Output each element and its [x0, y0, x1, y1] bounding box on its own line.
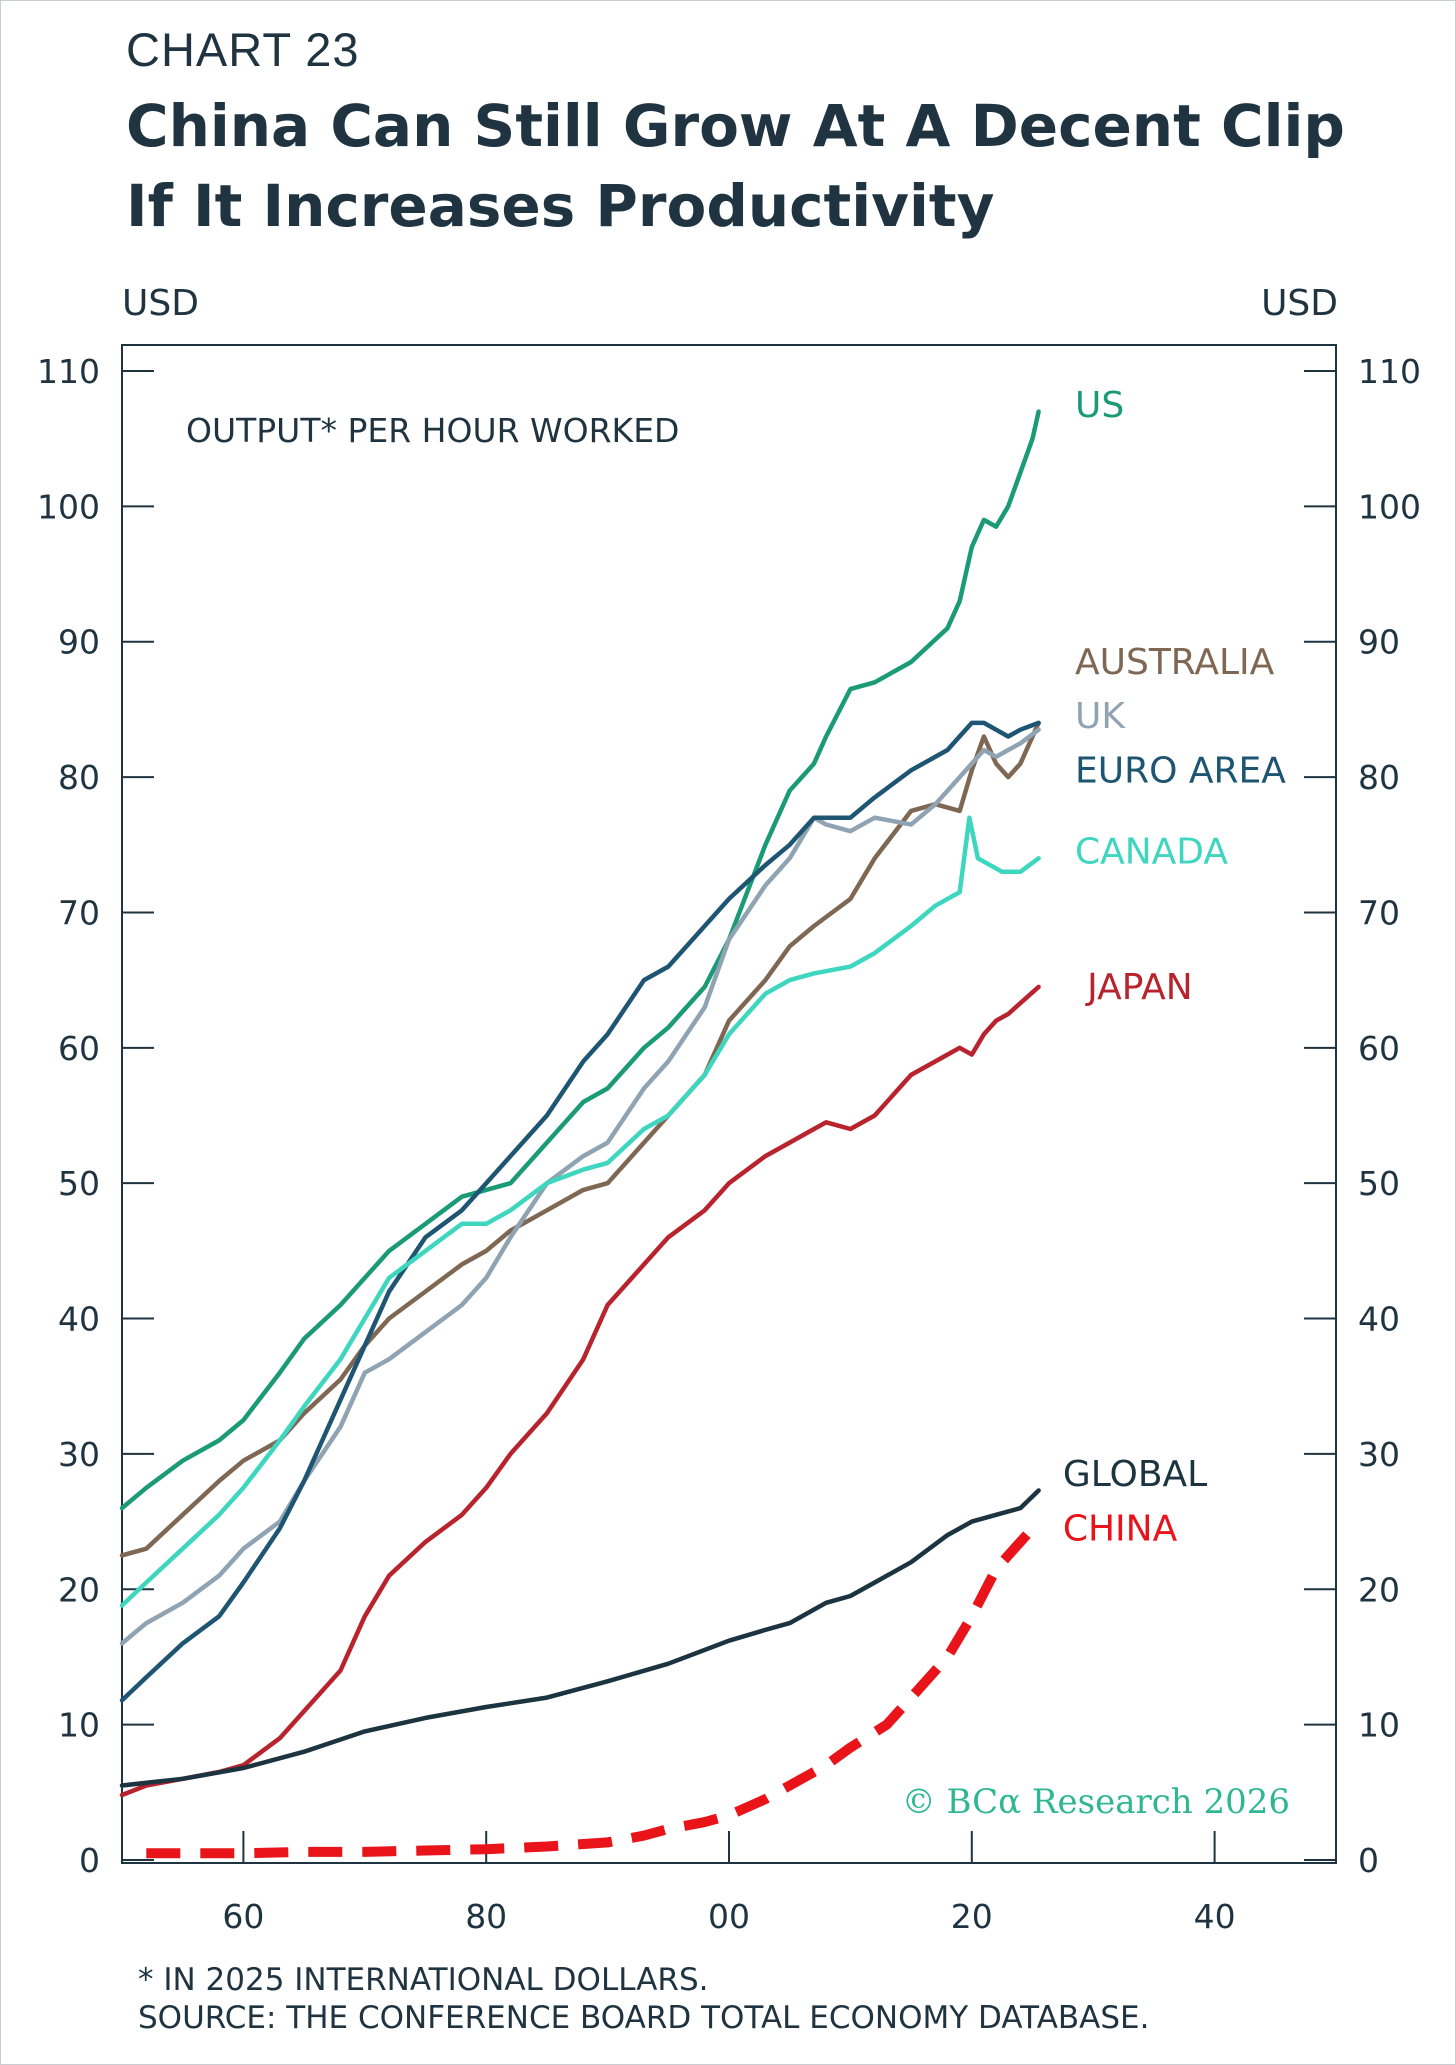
series-line-us [119, 409, 1041, 1511]
series-line-euro-area [119, 720, 1041, 1703]
y-tick-label-right: 0 [1358, 1841, 1379, 1880]
series-line-japan [119, 984, 1041, 1798]
series-label-us: US [1075, 385, 1124, 426]
series-line-australia [119, 720, 1041, 1558]
y-tick-label-right: 10 [1358, 1706, 1400, 1745]
y-tick-label-right: 90 [1358, 623, 1400, 662]
x-tick-label: 20 [951, 1897, 993, 1936]
left-axis-unit: USD [122, 283, 199, 324]
series-label-australia: AUSTRALIA [1075, 642, 1275, 683]
y-tick-label-left: 90 [58, 623, 100, 662]
y-tick-label-left: 80 [58, 758, 100, 797]
y-tick-label-right: 20 [1358, 1570, 1400, 1609]
y-tick-label-left: 10 [58, 1706, 100, 1745]
chart-title: China Can Still Grow At A Decent Clip If… [126, 92, 1345, 240]
y-tick-label-right: 60 [1358, 1029, 1400, 1068]
y-tick-label-right: 80 [1358, 758, 1400, 797]
plot-area [121, 344, 1337, 1864]
series-label-canada: CANADA [1075, 832, 1228, 873]
y-tick-label-right: 110 [1358, 352, 1421, 391]
chart-subtitle: OUTPUT* PER HOUR WORKED [186, 411, 679, 450]
series-label-japan: JAPAN [1085, 967, 1193, 1008]
y-tick-label-right: 30 [1358, 1435, 1400, 1474]
y-tick-label-left: 70 [58, 893, 100, 932]
chart-number: CHART 23 [126, 23, 360, 76]
x-tick-label: 40 [1194, 1897, 1236, 1936]
source-note: SOURCE: THE CONFERENCE BOARD TOTAL ECONO… [138, 2000, 1150, 2036]
y-tick-label-left: 100 [37, 487, 100, 526]
series-line-china [146, 1518, 1043, 1859]
x-tick-label: 80 [465, 1897, 507, 1936]
x-tick-label: 60 [222, 1897, 264, 1936]
y-tick-label-left: 60 [58, 1029, 100, 1068]
footnote: * IN 2025 INTERNATIONAL DOLLARS. [138, 1962, 709, 1998]
y-tick-label-left: 30 [58, 1435, 100, 1474]
y-tick-label-right: 70 [1358, 893, 1400, 932]
y-tick-label-left: 0 [79, 1841, 100, 1880]
series-line-global [119, 1488, 1041, 1788]
y-tick-label-left: 50 [58, 1164, 100, 1203]
series-label-china: CHINA [1063, 1508, 1178, 1549]
series-label-euro-area: EURO AREA [1075, 750, 1286, 791]
y-tick-label-right: 100 [1358, 487, 1421, 526]
y-tick-label-left: 20 [58, 1570, 100, 1609]
series-label-global: GLOBAL [1063, 1454, 1207, 1495]
series-line-uk [119, 727, 1041, 1646]
right-axis-unit: USD [1261, 283, 1338, 324]
y-tick-label-right: 40 [1358, 1300, 1400, 1339]
copyright: © BCα Research 2026 [902, 1782, 1290, 1822]
y-tick-label-left: 110 [37, 352, 100, 391]
y-tick-label-left: 40 [58, 1300, 100, 1339]
x-tick-label: 00 [708, 1897, 750, 1936]
y-tick-label-right: 50 [1358, 1164, 1400, 1203]
series-label-uk: UK [1075, 696, 1126, 737]
series-line-canada [119, 815, 1041, 1608]
